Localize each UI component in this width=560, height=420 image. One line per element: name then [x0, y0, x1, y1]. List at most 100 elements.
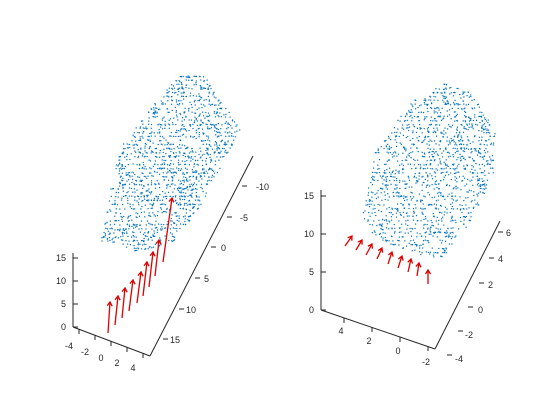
point-cloud-dot [439, 158, 441, 160]
point-cloud-dot [190, 160, 192, 162]
point-cloud-dot [176, 103, 178, 105]
point-cloud-dot [396, 155, 398, 157]
point-cloud-dot [446, 230, 448, 232]
point-cloud-dot [191, 111, 193, 113]
point-cloud-dot [469, 180, 471, 182]
point-cloud-dot [166, 195, 168, 197]
point-cloud-dot [456, 171, 458, 173]
point-cloud-dot [484, 117, 486, 119]
point-cloud-dot [109, 228, 111, 230]
point-cloud-dot [175, 80, 178, 82]
point-cloud-dot [435, 88, 437, 90]
point-cloud-dot [198, 95, 200, 97]
point-cloud-dot [216, 145, 218, 147]
point-cloud-dot [135, 143, 137, 145]
point-cloud-dot [231, 144, 233, 146]
point-cloud-dot [140, 196, 142, 198]
point-cloud-dot [436, 112, 439, 114]
point-cloud-dot [190, 157, 192, 159]
point-cloud-dot [186, 172, 189, 174]
point-cloud-dot [148, 120, 150, 122]
point-cloud-dot [154, 187, 157, 189]
point-cloud-dot [391, 236, 393, 238]
point-cloud-dot [142, 132, 144, 134]
point-cloud-dot [164, 195, 166, 198]
point-cloud-dot [393, 127, 395, 129]
point-cloud-dot [435, 124, 437, 126]
point-cloud-dot [152, 113, 154, 115]
point-cloud-dot [464, 167, 466, 169]
point-cloud-dot [195, 132, 197, 134]
point-cloud-dot [201, 88, 203, 90]
point-cloud-dot [195, 188, 197, 190]
point-cloud-dot [183, 181, 185, 183]
left-camera-arrows [106, 196, 175, 334]
point-cloud-dot [438, 88, 440, 90]
point-cloud-dot [479, 184, 481, 186]
point-cloud-dot [215, 113, 217, 115]
point-cloud-dot [157, 168, 159, 170]
point-cloud-dot [152, 175, 154, 177]
point-cloud-dot [385, 146, 388, 148]
point-cloud-dot [444, 206, 447, 208]
point-cloud-dot [171, 100, 173, 102]
point-cloud-dot [378, 168, 380, 170]
point-cloud-dot [225, 107, 227, 110]
point-cloud-dot [452, 147, 454, 149]
point-cloud-dot [440, 112, 442, 114]
point-cloud-dot [427, 220, 429, 222]
point-cloud-dot [127, 164, 129, 166]
point-cloud-dot [380, 192, 382, 194]
point-cloud-dot [464, 128, 466, 130]
point-cloud-dot [170, 220, 172, 222]
point-cloud-dot [399, 227, 401, 229]
point-cloud-dot [147, 135, 149, 137]
point-cloud-dot [162, 172, 164, 174]
point-cloud-dot [450, 238, 452, 240]
point-cloud-dot [424, 232, 426, 234]
point-cloud-dot [473, 172, 475, 174]
point-cloud-dot [192, 213, 194, 215]
point-cloud-dot [147, 200, 149, 202]
point-cloud-dot [408, 179, 410, 181]
point-cloud-dot [395, 152, 397, 154]
point-cloud-dot [396, 187, 398, 189]
point-cloud-dot [431, 140, 433, 142]
point-cloud-dot [145, 126, 147, 128]
point-cloud-dot [200, 96, 202, 98]
point-cloud-dot [493, 136, 495, 138]
point-cloud-dot [473, 160, 475, 162]
point-cloud-dot [162, 190, 164, 193]
point-cloud-dot [479, 152, 481, 154]
point-cloud-dot [136, 144, 138, 146]
point-cloud-dot [207, 180, 209, 182]
point-cloud-dot [429, 251, 431, 253]
point-cloud-dot [219, 102, 221, 104]
point-cloud-dot [463, 92, 465, 94]
point-cloud-dot [490, 160, 492, 162]
point-cloud-dot [174, 239, 176, 241]
point-cloud-dot [398, 244, 400, 246]
point-cloud-dot [178, 100, 180, 102]
point-cloud-dot [127, 217, 129, 219]
point-cloud-dot [150, 182, 153, 184]
point-cloud-dot [197, 128, 199, 130]
point-cloud-dot [199, 113, 201, 115]
point-cloud-dot [411, 117, 413, 119]
point-cloud-dot [218, 152, 220, 154]
point-cloud-dot [445, 149, 447, 151]
point-cloud-dot [411, 244, 414, 246]
point-cloud-dot [109, 224, 111, 226]
point-cloud-dot [448, 193, 450, 195]
point-cloud-dot [133, 224, 135, 226]
point-cloud-dot [385, 163, 387, 165]
point-cloud-dot [480, 115, 482, 117]
point-cloud-dot [383, 147, 385, 150]
point-cloud-dot [221, 139, 223, 141]
point-cloud-dot [482, 180, 484, 182]
point-cloud-dot [163, 162, 165, 164]
point-cloud-dot [219, 107, 221, 109]
point-cloud-dot [220, 150, 222, 152]
point-cloud-dot [387, 184, 389, 186]
point-cloud-dot [383, 179, 385, 181]
